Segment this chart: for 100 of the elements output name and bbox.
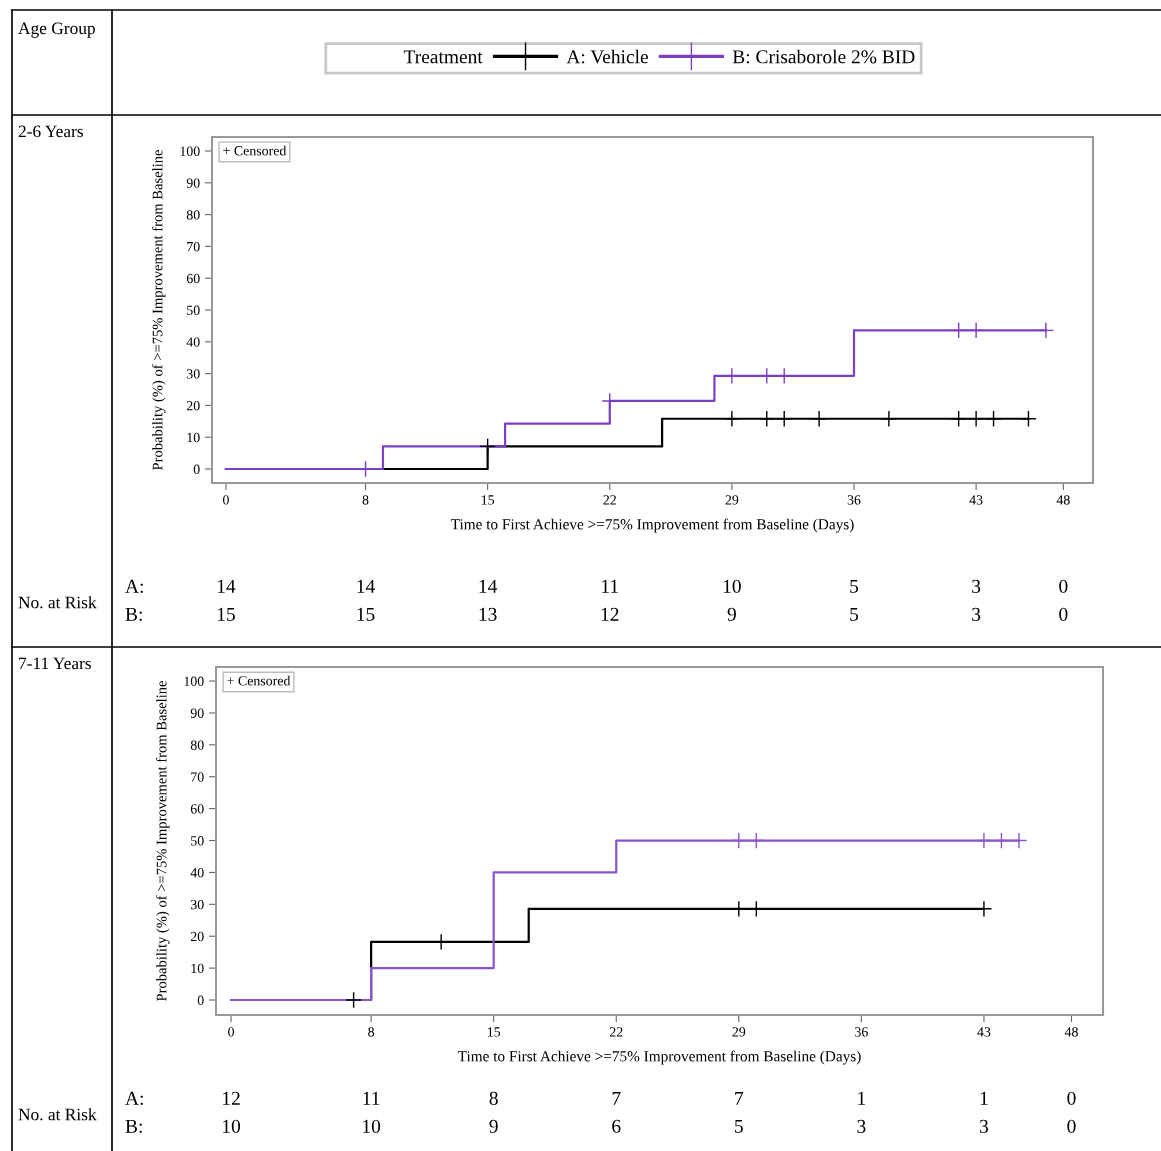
text: 10	[723, 579, 741, 593]
text: 0	[1059, 579, 1068, 593]
text: 15	[357, 607, 375, 621]
x-axis-title: Time to First Achieve >=75% Improvement from Baseline (Days)	[450, 518, 854, 533]
x-tick-label: 15	[487, 1027, 501, 1037]
text: 12	[601, 607, 619, 621]
text: 5	[735, 1119, 743, 1133]
text: 11	[363, 1091, 380, 1105]
text: Age Group	[18, 22, 95, 38]
point	[723, 410, 741, 428]
point	[967, 322, 985, 339]
y-tick-label: 80	[186, 210, 200, 220]
text: 3	[857, 1119, 866, 1133]
text: 8	[489, 1091, 498, 1105]
y-tick-label: 50	[191, 836, 204, 846]
x-tick-label: 15	[481, 495, 495, 505]
y-tick-label: 60	[190, 804, 204, 814]
text: B:	[125, 607, 142, 621]
text: 1	[858, 1091, 866, 1105]
x-tick-label: 29	[725, 495, 739, 505]
text: 1	[980, 1091, 988, 1105]
y-axis-title: Probability (%) of >=75% Improvement from Baseline	[152, 150, 166, 471]
y-tick-label: 70	[187, 241, 200, 252]
text: 0	[1067, 1119, 1076, 1133]
text: 6	[612, 1119, 621, 1133]
point	[1020, 410, 1037, 428]
y-tick-label: 100	[180, 146, 200, 156]
text: A:	[125, 579, 143, 593]
y-tick-label: 20	[190, 931, 204, 942]
x-tick-label: 36	[855, 1027, 868, 1037]
text: 14	[479, 579, 498, 593]
x-tick-label: 8	[368, 1027, 375, 1037]
point	[775, 410, 793, 428]
x-tick-label: 43	[969, 495, 983, 505]
x-tick-label: 48	[1056, 495, 1070, 505]
legend-title: Treatment	[403, 50, 483, 64]
text: No. at Risk	[18, 1108, 97, 1121]
point	[985, 410, 1002, 428]
text: 3	[972, 607, 981, 621]
point	[880, 410, 898, 428]
point	[1037, 322, 1055, 339]
annotation: + Censored	[223, 145, 287, 156]
text: B:	[125, 1119, 142, 1133]
point	[345, 991, 362, 1009]
annotation: + Censored	[227, 675, 291, 686]
point	[479, 438, 496, 455]
text: 12	[223, 1091, 240, 1105]
point	[747, 832, 765, 849]
text: 7	[612, 1091, 621, 1105]
y-tick-label: 30	[190, 899, 204, 910]
y-tick-label: 0	[193, 464, 200, 474]
text: 7	[735, 1091, 744, 1105]
text: 5	[850, 579, 859, 593]
x-tick-label: 8	[362, 495, 369, 505]
y-tick-label: 100	[184, 676, 204, 686]
point	[758, 410, 776, 428]
text: 13	[479, 607, 497, 621]
y-tick-label: 70	[191, 772, 204, 782]
text: 0	[1067, 1091, 1076, 1105]
point	[993, 832, 1010, 849]
text: 3	[972, 579, 981, 593]
x-tick-label: 29	[732, 1027, 746, 1037]
text: A:	[125, 1091, 143, 1105]
x-tick-label: 36	[847, 495, 861, 505]
x-tick-label: 22	[603, 495, 616, 505]
y-tick-label: 40	[186, 337, 200, 347]
text: 2-6 Years	[18, 125, 83, 138]
x-tick-label: 43	[977, 1027, 991, 1037]
text: 0	[1059, 607, 1068, 621]
text: No. at Risk	[18, 596, 97, 609]
text: 11	[602, 579, 618, 593]
text: 7-11 Years	[19, 657, 91, 670]
x-tick-label: 0	[223, 495, 229, 505]
y-tick-label: 90	[190, 708, 204, 718]
point	[950, 410, 968, 428]
y-tick-label: 40	[190, 868, 204, 878]
y-tick-label: 60	[186, 273, 200, 284]
legend-label: B: Crisaborole 2% BID	[732, 49, 915, 64]
text: 15	[217, 607, 235, 621]
text: 9	[489, 1119, 498, 1133]
y-tick-label: 30	[186, 369, 200, 379]
point	[950, 322, 968, 339]
legend-label: A: Vehicle	[566, 49, 648, 64]
y-tick-label: 50	[187, 305, 200, 315]
y-tick-label: 10	[187, 432, 200, 443]
point	[967, 410, 985, 428]
text: 14	[357, 579, 375, 593]
x-axis-title: Time to First Achieve >=75% Improvement from Baseline (Days)	[457, 1050, 861, 1065]
text: 5	[850, 607, 859, 621]
text: 10	[223, 1119, 241, 1133]
text: 10	[363, 1119, 381, 1133]
x-tick-label: 22	[609, 1027, 623, 1037]
x-tick-label: 48	[1064, 1027, 1078, 1037]
point	[730, 832, 748, 849]
y-tick-label: 80	[190, 740, 204, 750]
y-axis-title: Probability (%) of >=75% Improvement from Baseline	[156, 681, 170, 1002]
y-tick-label: 20	[186, 400, 200, 411]
point	[810, 410, 828, 428]
text: 9	[727, 607, 736, 621]
point	[1010, 832, 1028, 849]
